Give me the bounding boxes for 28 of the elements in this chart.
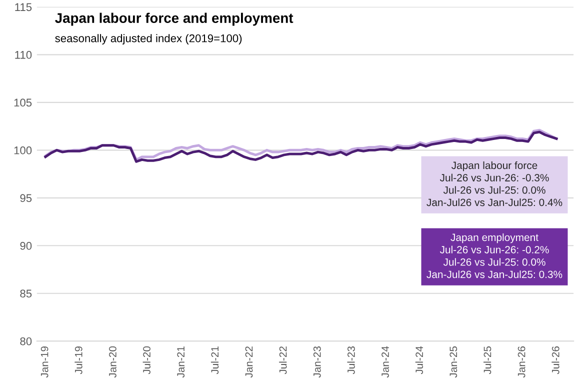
- annotation: Japan employment Jul-26 vs Jun-26: -0.2% Jul-26 vs Jul-25: 0.0% Jan-Jul26 vs Jan-Jul25: 0.3%: [426, 233, 562, 278]
- x-tick-label: Jan-24: [382, 346, 389, 378]
- x-tick-label: Jan-21: [177, 346, 185, 378]
- y-tick-label: 105: [14, 98, 32, 107]
- x-tick-label: Jan-20: [109, 346, 116, 378]
- y-tick-label: 90: [20, 242, 32, 250]
- x-tick-label: Jul-21: [210, 346, 219, 374]
- x-tick-label: Jul-20: [142, 346, 150, 374]
- x-tick-label: Jan-26: [518, 346, 526, 378]
- y-tick-label: 100: [14, 146, 32, 154]
- x-tick-label: Jul-19: [74, 346, 82, 374]
- text: seasonally adjusted index (2019=100): [55, 34, 242, 44]
- x-tick-label: Jul-26: [552, 346, 560, 374]
- x-tick-label: Jan-23: [313, 346, 321, 378]
- y-tick-label: 95: [20, 194, 32, 202]
- x-tick-label: Jul-23: [347, 346, 355, 374]
- x-tick-label: Jan-19: [40, 346, 48, 378]
- y-tick-label: 85: [20, 290, 32, 298]
- x-tick-label: Jan-25: [450, 346, 458, 378]
- y-tick-label: 110: [15, 50, 32, 59]
- annotation: Japan labour force Jul-26 vs Jun-26: -0.3% Jul-26 vs Jul-25: 0.0% Jan-Jul26 vs Jan-Jul25: 0.4%: [426, 161, 562, 206]
- x-tick-label: Jul-22: [279, 346, 287, 374]
- x-tick-label: Jul-25: [484, 346, 492, 374]
- x-tick-label: Jan-22: [245, 346, 253, 378]
- y-tick-label: 115: [15, 3, 32, 12]
- chart-title: Japan labour force and employment: [55, 12, 294, 26]
- y-tick-label: 80: [20, 337, 32, 346]
- x-tick-label: Jul-24: [415, 346, 424, 374]
